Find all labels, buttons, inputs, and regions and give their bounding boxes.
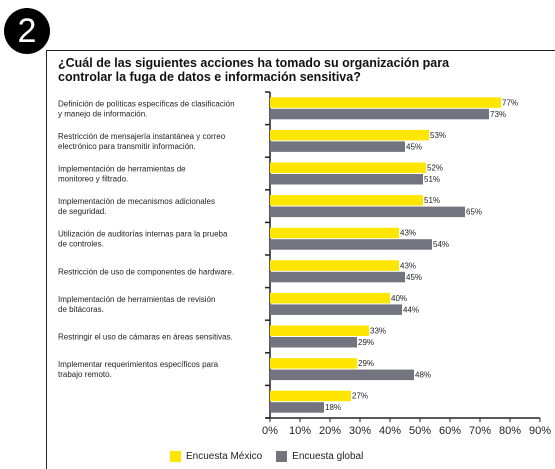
legend-label-mexico: Encuesta México: [186, 450, 263, 462]
data-label-global: 65%: [466, 208, 482, 217]
data-label-mexico: 27%: [352, 392, 368, 401]
chart-bars: 77% 53% 52% 51% 43% 43% 40% 33% 29% 27% 73% 45% 51% 6…: [270, 97, 518, 413]
x-tick-label: 0%: [262, 425, 278, 437]
x-tick-label: 50%: [409, 425, 431, 437]
data-label-global: 51%: [424, 175, 440, 184]
data-label-mexico: 43%: [400, 261, 416, 270]
bar-global: [270, 304, 402, 315]
frame-top-rule: [46, 50, 555, 51]
category-label: Implementación de mecanismos adicionales: [58, 197, 215, 206]
frame-left-rule: [46, 50, 47, 469]
data-label-mexico: 77%: [502, 98, 518, 107]
question-title: ¿Cuál de las siguientes acciones ha toma…: [58, 56, 450, 84]
bar-mexico: [270, 97, 501, 108]
category-label: Implementar requerimientos específicos p…: [58, 360, 219, 369]
category-labels: Definición de políticas específicas de c…: [58, 99, 235, 379]
data-label-global: 54%: [433, 240, 449, 249]
legend-swatch-global: [276, 450, 288, 462]
legend-swatch-mexico: [170, 450, 181, 462]
category-label: trabajo remoto.: [58, 370, 112, 379]
legend-item-mexico: Encuesta México: [170, 450, 263, 462]
data-label-mexico: 51%: [424, 196, 440, 205]
data-label-mexico: 53%: [430, 131, 446, 140]
x-tick-label: 10%: [289, 425, 311, 437]
bar-global: [270, 337, 357, 348]
x-tick-label: 30%: [349, 425, 371, 437]
bar-global: [270, 108, 489, 120]
bar-mexico: [270, 358, 357, 369]
x-tick-label: 90%: [529, 425, 551, 437]
bar-mexico: [270, 162, 426, 173]
legend-label-global: Encuesta global: [292, 450, 364, 462]
category-label: electrónico para transmitir información.: [58, 142, 196, 151]
x-tick-label: 80%: [499, 425, 521, 437]
bar-global: [270, 402, 324, 413]
bar-global: [270, 206, 465, 218]
data-label-global: 48%: [415, 371, 431, 380]
category-label: Restricción de uso de componentes de har…: [58, 267, 234, 276]
bar-global: [270, 174, 423, 185]
x-tick-label: 70%: [469, 425, 491, 437]
legend-item-global: Encuesta global: [276, 450, 364, 462]
category-label: Restricción de mensajería instantánea y …: [58, 132, 226, 141]
data-label-global: 45%: [406, 273, 422, 282]
data-label-global: 45%: [406, 142, 422, 151]
category-label: Implementación de herramientas de: [58, 165, 186, 174]
data-label-mexico: 29%: [358, 359, 374, 368]
x-tick-label: 40%: [379, 425, 401, 437]
x-axis-ticks: 0% 10% 20% 30% 40% 50% 60% 70% 80% 90%: [262, 418, 551, 437]
data-label-global: 29%: [358, 338, 374, 347]
bar-mexico: [270, 292, 390, 304]
bar-mexico: [270, 227, 399, 239]
bar-global: [270, 271, 405, 283]
data-label-global: 73%: [490, 110, 506, 119]
bar-mexico: [270, 325, 369, 336]
bar-mexico: [270, 260, 399, 271]
data-label-global: 44%: [403, 305, 419, 314]
category-label: de seguridad.: [58, 207, 106, 216]
bar-mexico: [270, 390, 351, 402]
category-label: Utilización de auditorías internas para …: [58, 230, 228, 239]
data-label-mexico: 52%: [427, 164, 443, 173]
category-label: Restringir el uso de cámaras en áreas se…: [58, 333, 233, 342]
bar-global: [270, 369, 414, 381]
chart-legend: Encuesta México Encuesta global: [170, 449, 377, 463]
data-label-mexico: 40%: [391, 294, 407, 303]
category-label: monitoreo y filtrado.: [58, 175, 128, 184]
category-label: Definición de políticas específicas de c…: [58, 99, 235, 108]
bar-mexico: [270, 129, 429, 141]
data-label-mexico: 33%: [370, 327, 386, 336]
section-number-badge: 2: [4, 8, 50, 54]
bar-global: [270, 239, 432, 250]
category-label: de bitácoras.: [58, 305, 104, 314]
data-label-mexico: 43%: [400, 229, 416, 238]
category-label: y manejo de información.: [58, 109, 147, 118]
bar-mexico: [270, 195, 423, 206]
category-label: Implementación de herramientas de revisi…: [58, 295, 215, 304]
category-label: de controles.: [58, 240, 104, 249]
bar-global: [270, 141, 405, 152]
chart-axis: [265, 91, 540, 419]
x-tick-label: 20%: [319, 425, 341, 437]
data-label-global: 18%: [325, 403, 341, 412]
x-tick-label: 60%: [439, 425, 461, 437]
